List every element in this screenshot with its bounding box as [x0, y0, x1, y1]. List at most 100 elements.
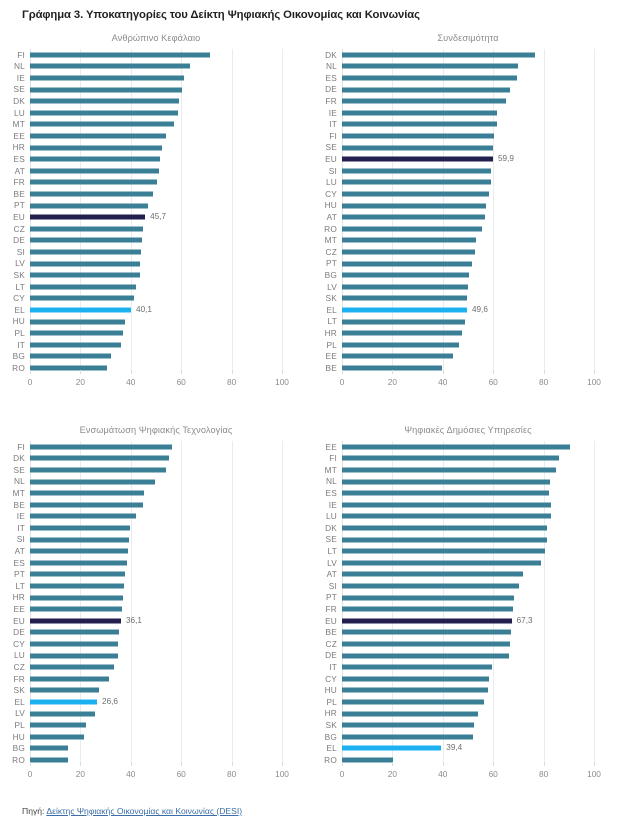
- country-code-label: EL: [14, 696, 25, 707]
- country-code-label: MT: [12, 488, 25, 499]
- x-tick-label: 80: [538, 376, 549, 387]
- country-code-label: IT: [329, 662, 337, 673]
- bar-ie: [342, 502, 552, 508]
- country-code-label: FR: [13, 177, 25, 188]
- bar-at: [342, 571, 524, 577]
- bar-track: [342, 580, 594, 592]
- table-row: HR: [312, 708, 594, 720]
- bar-track: [342, 177, 594, 189]
- x-tick-mark: [231, 761, 233, 766]
- table-row: ES: [0, 153, 282, 165]
- bar-track: [30, 557, 282, 569]
- bar-de: [342, 87, 511, 93]
- bar-track: [342, 258, 594, 270]
- x-tick-mark: [282, 761, 283, 766]
- bar-track: [342, 464, 594, 476]
- x-tick-mark: [181, 369, 183, 374]
- bar-de: [30, 629, 120, 635]
- bar-track: [30, 476, 282, 488]
- country-code-label: LV: [327, 281, 337, 292]
- country-code-label: LU: [13, 650, 25, 661]
- x-tick-label: 100: [587, 768, 601, 779]
- plot-area: EE FI MT NL ES IE LU DK SE LT LV AT SI PT FR EU 67,3 BE CZ…: [312, 441, 624, 784]
- country-code-label: LV: [15, 708, 25, 719]
- bar-track: [30, 685, 282, 697]
- country-code-label: SK: [13, 685, 25, 696]
- country-code-label: BG: [324, 731, 337, 742]
- table-row: IT: [0, 339, 282, 351]
- country-code-label: PL: [326, 339, 337, 350]
- x-tick-label: 100: [275, 768, 289, 779]
- table-row: BG: [312, 731, 594, 743]
- bar-lv: [30, 261, 141, 267]
- source-link[interactable]: Δείκτης Ψηφιακής Οικονομίας και Κοινωνία…: [46, 806, 243, 816]
- country-code-label: EL: [326, 743, 337, 754]
- bar-track: [342, 316, 594, 328]
- bar-track: [342, 673, 594, 685]
- bar-track: [30, 499, 282, 511]
- country-code-label: AT: [14, 546, 25, 557]
- x-tick-label: 40: [126, 768, 136, 779]
- x-tick-mark: [543, 761, 545, 766]
- bar-track: [342, 362, 594, 374]
- bar-track: 39,4: [342, 743, 594, 755]
- x-tick-mark: [442, 369, 444, 374]
- country-code-label: MT: [324, 464, 337, 475]
- bar-track: [342, 754, 594, 766]
- x-tick-mark: [342, 761, 343, 766]
- country-code-label: HR: [324, 328, 337, 339]
- bar-dk: [342, 52, 535, 58]
- bar-it: [342, 664, 493, 670]
- bar-track: [342, 327, 594, 339]
- x-tick-label: 0: [27, 768, 33, 779]
- gridline: [594, 49, 595, 374]
- bar-track: [342, 211, 594, 223]
- country-code-label: LU: [13, 107, 25, 118]
- bar-track: [342, 200, 594, 212]
- bars-region: FI DK SE NL MT BE IE IT SI AT ES PT LT HR EE EU 36,1 DE CY…: [12, 441, 283, 766]
- bar-ee: [342, 444, 570, 450]
- country-code-label: CZ: [325, 246, 337, 257]
- country-code-label: LT: [15, 580, 25, 591]
- bar-track: [342, 188, 594, 200]
- country-code-label: SE: [13, 84, 25, 95]
- bar-de: [30, 237, 142, 243]
- x-tick-label: 20: [387, 376, 398, 387]
- table-row: PL: [0, 327, 282, 339]
- country-code-label: EU: [13, 615, 25, 626]
- country-code-label: EE: [325, 351, 337, 362]
- bar-track: [30, 177, 282, 189]
- table-row: RO: [312, 754, 594, 766]
- bar-pt: [30, 571, 125, 577]
- bar-ro: [30, 757, 68, 763]
- table-row: PL: [312, 696, 594, 708]
- x-tick-mark: [282, 369, 283, 374]
- country-code-label: AT: [14, 165, 25, 176]
- table-row: ES: [312, 72, 594, 84]
- country-code-label: EU: [13, 212, 25, 223]
- table-row: SI: [312, 165, 594, 177]
- table-row: BG: [0, 743, 282, 755]
- country-code-label: PT: [13, 200, 25, 211]
- country-code-label: NL: [13, 476, 25, 487]
- bar-track: [342, 592, 594, 604]
- bar-cy: [30, 641, 119, 647]
- country-code-label: SE: [325, 534, 337, 545]
- bar-hr: [342, 711, 479, 717]
- bar-es: [30, 560, 128, 566]
- bar-hu: [342, 203, 487, 209]
- table-row: HU: [312, 685, 594, 697]
- bar-track: [30, 441, 282, 453]
- bar-sk: [30, 687, 99, 693]
- table-row: SE: [0, 84, 282, 96]
- bar-mt: [30, 121, 175, 127]
- bar-lt: [342, 548, 546, 554]
- bar-track: [342, 269, 594, 281]
- x-tick-label: 80: [226, 768, 237, 779]
- table-row: MT: [0, 487, 282, 499]
- country-code-label: SE: [13, 464, 25, 475]
- bar-track: [30, 130, 282, 142]
- x-tick-mark: [80, 761, 82, 766]
- bar-nl: [342, 63, 518, 69]
- table-row: BE: [0, 499, 282, 511]
